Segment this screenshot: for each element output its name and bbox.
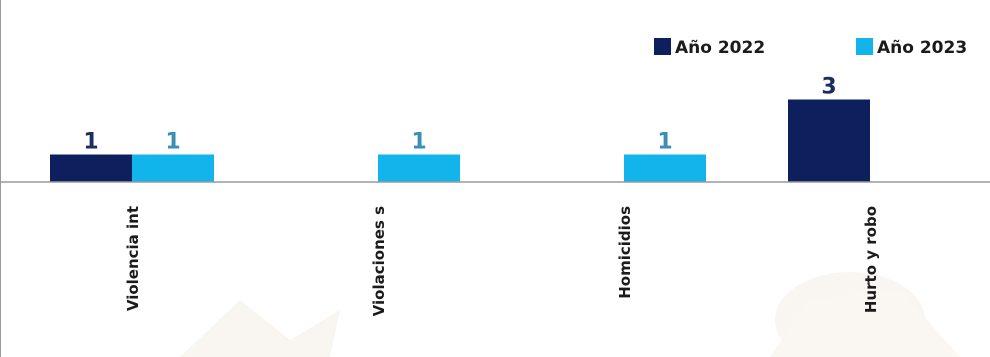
watermark <box>180 272 960 357</box>
legend: Año 2022 Año 2023 <box>654 38 967 58</box>
bar-2023-0 <box>132 154 214 182</box>
bar-2023-1 <box>378 154 460 182</box>
value-label: 3 <box>821 75 836 100</box>
x-tick-label: Hurto y robo <box>862 206 880 313</box>
x-tick-labels-group: Violencia int Violaciones s Homicidios Hurt… <box>124 206 880 316</box>
value-labels-group: 1 1 1 1 3 <box>83 75 836 155</box>
x-tick-label: Homicidios <box>616 206 634 299</box>
bar-2023-2 <box>624 154 706 182</box>
legend-label: Año 2023 <box>877 38 967 58</box>
bars-group <box>50 99 870 182</box>
legend-swatch <box>654 38 671 55</box>
value-label: 1 <box>165 130 180 155</box>
value-label: 1 <box>83 130 98 155</box>
bar-2022-3 <box>788 99 870 182</box>
x-tick-label: Violencia int <box>124 206 142 311</box>
x-tick-label: Violaciones s <box>370 206 388 316</box>
value-label: 1 <box>657 130 672 155</box>
bar-2022-0 <box>50 154 132 182</box>
legend-swatch <box>856 38 873 55</box>
legend-label: Año 2022 <box>675 38 765 58</box>
value-label: 1 <box>411 130 426 155</box>
